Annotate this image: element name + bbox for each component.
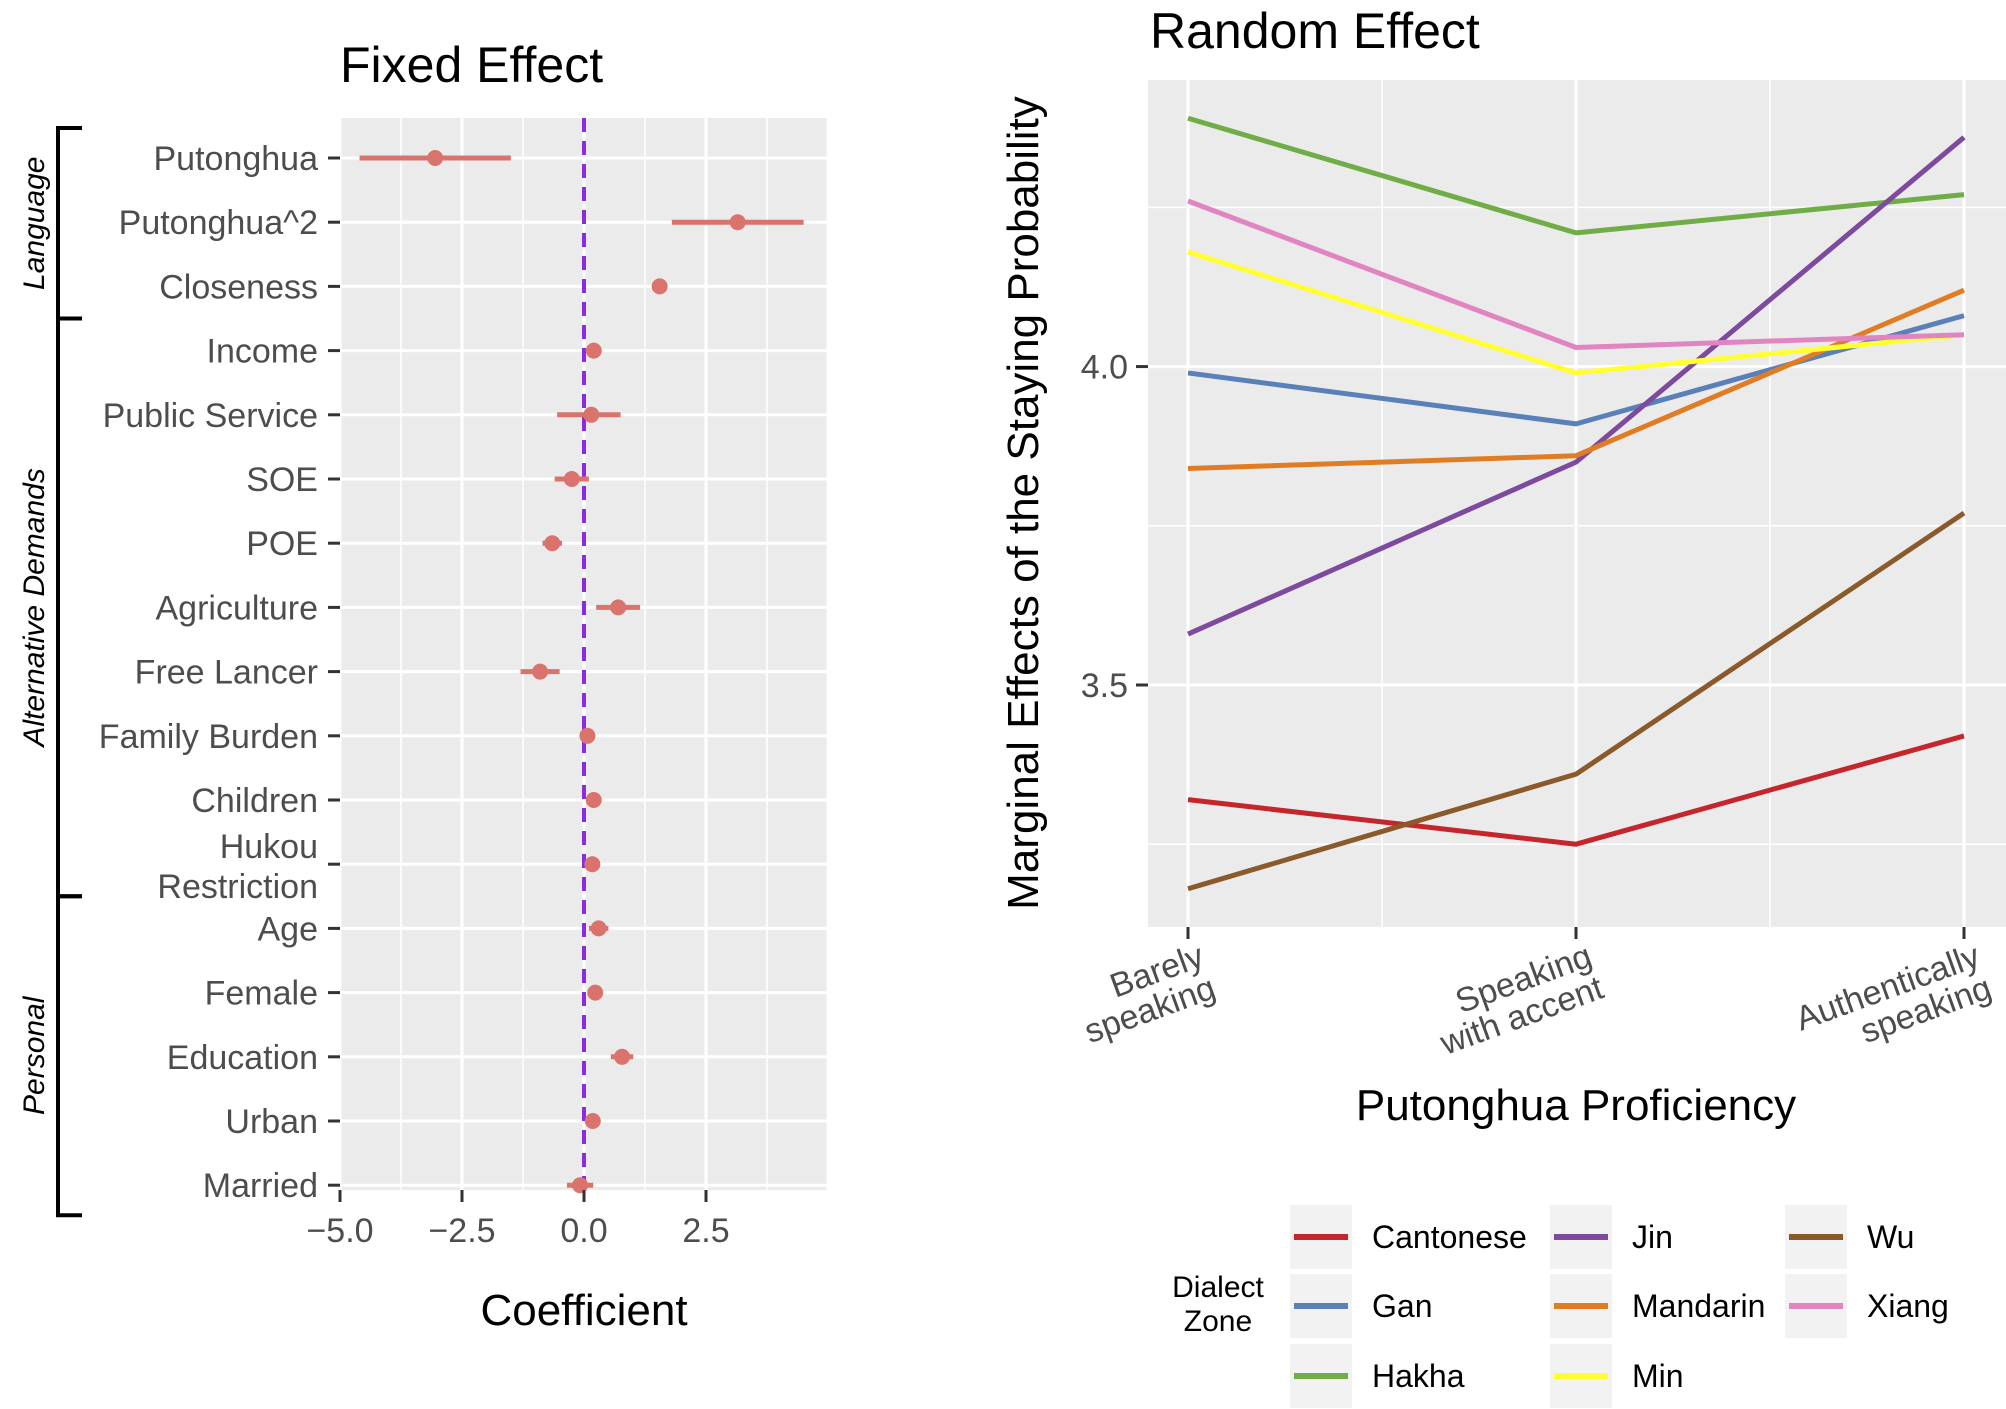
series-line-wu (1187, 510, 1966, 892)
category-label-free-lancer: Free Lancer (135, 654, 318, 692)
point-soe (563, 471, 580, 487)
fixed-effect-x-axis: −5.0 −2.5 0.0 2.5 (306, 1190, 730, 1250)
category-label-agriculture: Agriculture (155, 589, 318, 627)
category-label-education: Education (167, 1039, 318, 1077)
point-hukou-restriction (584, 856, 601, 873)
point-poe (544, 535, 561, 552)
fixed-effect-category-labels: Putonghua Putonghua^2 Closeness Income Publi… (99, 140, 340, 1205)
series-line-cantonese (1187, 733, 1965, 847)
group-bracket-alternative-demands (56, 316, 82, 899)
category-label-female: Female (205, 975, 318, 1013)
point-agriculture (610, 599, 627, 616)
random-effect-title: Random Effect (1150, 3, 1480, 59)
point-closeness (651, 278, 668, 295)
series-line-gan (1187, 313, 1965, 427)
category-label-hukou-restriction: Hukou (220, 828, 318, 866)
series-line-jin (1186, 135, 1966, 637)
category-label-putonghua-2: Putonghua^2 (119, 204, 318, 242)
legend-label-jin: Jin (1632, 1219, 1673, 1255)
point-putonghua-2 (729, 214, 746, 231)
point-income (585, 342, 602, 359)
group-bracket-personal (56, 894, 82, 1218)
group-label-language: Language (18, 157, 51, 290)
group-label-personal: Personal (18, 995, 51, 1115)
category-label-children: Children (191, 782, 318, 820)
legend-title: Zone (1184, 1305, 1252, 1338)
x-tick-label: 2.5 (682, 1212, 729, 1250)
random-effect-y-axis: 3.5 4.0 (1081, 349, 1148, 705)
point-putonghua (427, 150, 444, 166)
point-free-lancer (532, 663, 549, 680)
category-label-poe: POE (246, 525, 318, 563)
legend-title: Dialect (1172, 1271, 1264, 1304)
fixed-effect-group-brackets: Language Alternative Demands Personal (18, 126, 82, 1218)
series-line-hakha (1187, 115, 1965, 236)
category-label-age: Age (258, 910, 319, 948)
x-tick-label: −2.5 (428, 1212, 495, 1250)
fixed-effect-x-axis-title: Coefficient (480, 1286, 687, 1335)
point-children (585, 792, 602, 808)
category-label-family-burden: Family Burden (99, 718, 318, 756)
x-tick-label: −5.0 (306, 1212, 373, 1250)
random-effect-gridlines (1148, 80, 2006, 927)
random-effect-x-axis-title: Putonghua Proficiency (1356, 1081, 1796, 1130)
legend-label-cantonese: Cantonese (1372, 1219, 1527, 1255)
category-label-married: Married (203, 1167, 318, 1205)
fixed-effect-panel: Fixed Effect Putonghua Putonghua^2 Closene… (18, 37, 830, 1335)
point-married (572, 1177, 589, 1194)
legend-label-min: Min (1632, 1358, 1684, 1394)
category-label-closeness: Closeness (159, 268, 318, 306)
point-urban (584, 1113, 601, 1129)
category-label-urban: Urban (225, 1103, 318, 1141)
legend-label-xiang: Xiang (1867, 1288, 1949, 1324)
point-female (587, 984, 604, 1001)
category-label-putonghua: Putonghua (154, 140, 319, 178)
category-label-soe: SOE (246, 461, 318, 499)
category-label-public-service: Public Service (103, 397, 318, 435)
y-tick-label: 3.5 (1081, 667, 1128, 705)
group-bracket-language (56, 126, 82, 321)
legend-label-wu: Wu (1867, 1219, 1914, 1255)
series-line-xiang (1187, 198, 1965, 350)
point-age (590, 920, 607, 937)
category-label-hukou-restriction: Restriction (157, 868, 318, 906)
y-tick-label: 4.0 (1081, 349, 1128, 387)
point-education (614, 1048, 631, 1065)
series-line-min (1187, 249, 1965, 376)
point-family-burden (579, 727, 596, 744)
fixed-effect-title: Fixed Effect (340, 37, 603, 93)
category-label-income: Income (207, 333, 319, 371)
x-tick-label: 0.0 (560, 1212, 607, 1250)
group-label-alternative-demands: Alternative Demands (18, 468, 51, 748)
point-public-service (583, 406, 600, 423)
legend-label-gan: Gan (1372, 1288, 1432, 1324)
legend-label-mandarin: Mandarin (1632, 1288, 1765, 1324)
random-effect-series-lines (1186, 115, 1966, 892)
legend-label-hakha: Hakha (1372, 1358, 1465, 1394)
fixed-effect-marks (359, 150, 804, 1194)
random-effect-y-axis-title: Marginal Effects of the Staying Probabil… (999, 96, 1048, 910)
